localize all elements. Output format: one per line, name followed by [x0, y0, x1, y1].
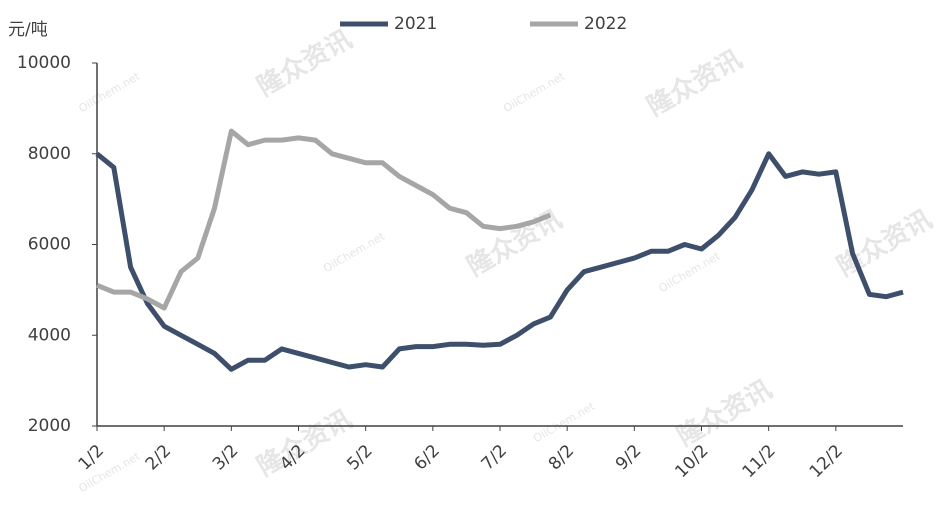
line-series — [96, 128, 552, 311]
watermark: OilChem.net — [77, 69, 143, 115]
watermark: OilChem.net — [531, 399, 597, 445]
watermark: 隆众资讯 — [672, 375, 777, 453]
y-tick-label: 10000 — [17, 53, 71, 73]
watermark: OilChem.net — [657, 249, 723, 295]
x-tick-label: 10/2 — [671, 441, 712, 482]
legend-label: 2022 — [584, 14, 627, 34]
x-tick-label: 3/2 — [209, 441, 242, 474]
x-tick-label: 12/2 — [806, 441, 847, 482]
watermark: 隆众资讯 — [642, 45, 747, 123]
x-tick-label: 6/2 — [410, 441, 443, 474]
y-tick-label: 2000 — [28, 416, 71, 436]
x-tick-label: 7/2 — [478, 441, 511, 474]
line-series — [95, 151, 904, 372]
y-tick-label: 8000 — [28, 144, 71, 164]
watermark: OilChem.net — [501, 69, 567, 115]
x-tick-label: 9/2 — [612, 441, 645, 474]
watermark: 隆众资讯 — [252, 25, 357, 103]
x-tick-label: 5/2 — [343, 441, 376, 474]
legend-label: 2021 — [394, 14, 437, 34]
y-axis-label: 元/吨 — [8, 20, 48, 40]
watermark: OilChem.net — [321, 229, 387, 275]
watermark: 隆众资讯 — [462, 205, 567, 283]
watermark: 隆众资讯 — [252, 405, 357, 483]
y-tick-label: 4000 — [28, 325, 71, 345]
x-tick-label: 8/2 — [545, 441, 578, 474]
y-tick-label: 6000 — [28, 235, 71, 255]
x-tick-label: 11/2 — [739, 441, 780, 482]
x-tick-label: 2/2 — [142, 441, 175, 474]
